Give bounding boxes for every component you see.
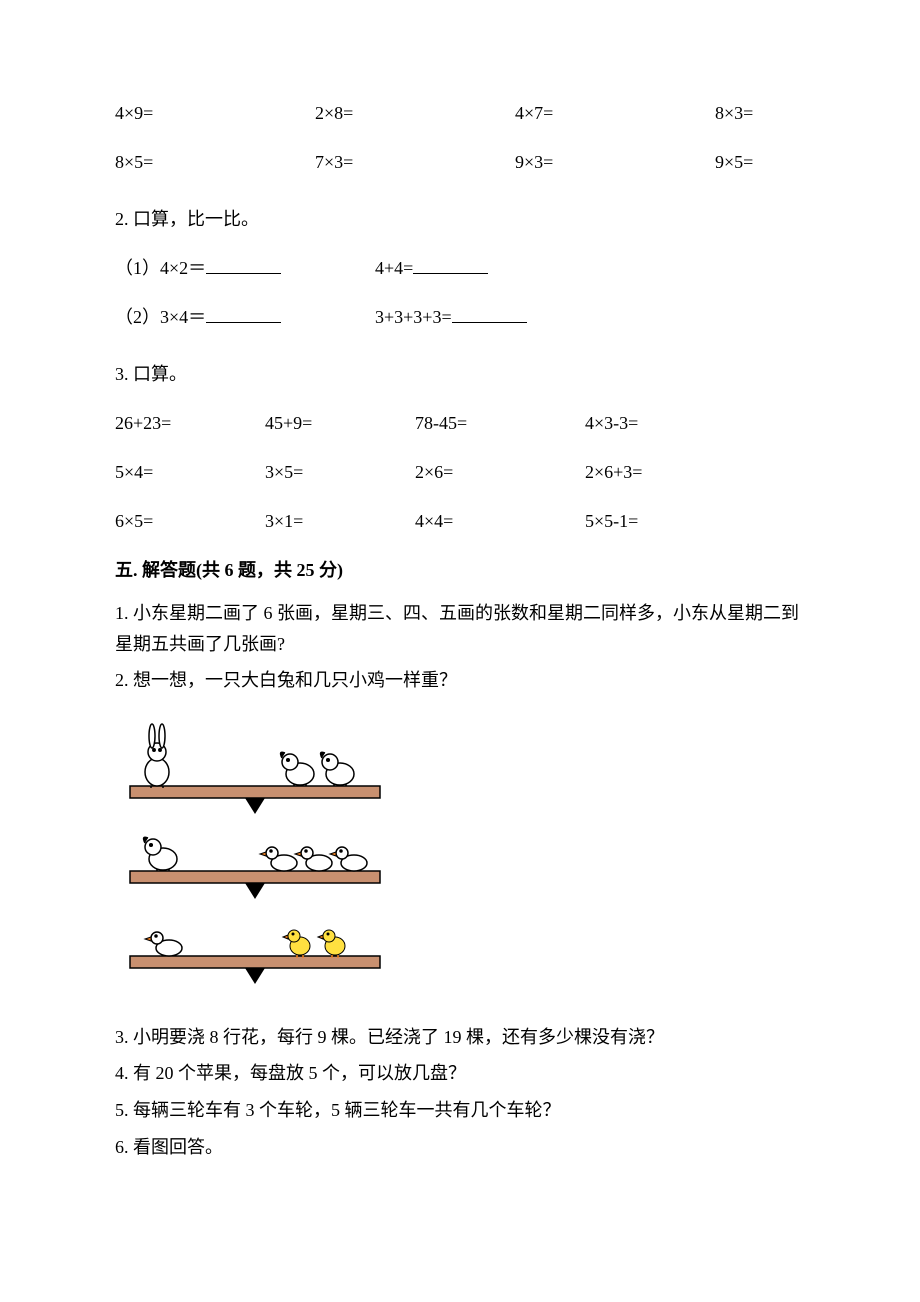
compare-right-text: 4+4= (375, 258, 413, 278)
mult-cell: 2×8= (315, 100, 515, 127)
section3-title: 3. 口算。 (115, 361, 810, 388)
mult-cell: 7×3= (315, 149, 515, 176)
calc-cell: 45+9= (265, 410, 415, 437)
calc-row: 6×5= 3×1= 4×4= 5×5-1= (115, 508, 810, 535)
mult-row-2: 8×5= 7×3= 9×3= 9×5= (115, 149, 810, 176)
calc-row: 5×4= 3×5= 2×6= 2×6+3= (115, 459, 810, 486)
blank-line (206, 305, 281, 323)
calc-cell: 3×1= (265, 508, 415, 535)
section5-heading: 五. 解答题(共 6 题，共 25 分) (115, 557, 810, 584)
mult-row-1: 4×9= 2×8= 4×7= 8×3= (115, 100, 810, 127)
calc-cell: 6×5= (115, 508, 265, 535)
chick-icon (283, 930, 310, 958)
calc-cell: 5×4= (115, 459, 265, 486)
calc-cell: 4×4= (415, 508, 585, 535)
mult-cell: 8×3= (715, 100, 810, 127)
calc-row: 26+23= 45+9= 78-45= 4×3-3= (115, 410, 810, 437)
dog-icon (281, 752, 314, 786)
compare-left-text: （1）4×2＝ (115, 258, 206, 278)
mult-cell: 9×5= (715, 149, 810, 176)
calc-cell: 78-45= (415, 410, 585, 437)
duck-icon (330, 847, 367, 871)
question-2: 2. 想一想，一只大白兔和几只小鸡一样重？ (115, 665, 810, 696)
balance-scales-figure (115, 714, 395, 984)
blank-line (206, 256, 281, 274)
calc-cell: 3×5= (265, 459, 415, 486)
duck-icon (295, 847, 332, 871)
mult-cell: 8×5= (115, 149, 315, 176)
compare-row-2: （2）3×4＝ 3+3+3+3= (115, 304, 810, 331)
seesaw-3 (130, 930, 380, 984)
question-4: 4. 有 20 个苹果，每盘放 5 个，可以放几盘？ (115, 1058, 810, 1089)
calc-cell: 4×3-3= (585, 410, 810, 437)
mult-cell: 9×3= (515, 149, 715, 176)
seesaw-1 (130, 724, 380, 814)
calc-cell: 2×6= (415, 459, 585, 486)
calc-cell: 26+23= (115, 410, 265, 437)
dog-icon (321, 752, 354, 786)
blank-line (452, 305, 527, 323)
calc-cell: 2×6+3= (585, 459, 810, 486)
seesaw-2 (130, 837, 380, 899)
calc-cell: 5×5-1= (585, 508, 810, 535)
blank-line (413, 256, 488, 274)
duck-icon (260, 847, 297, 871)
question-1: 1. 小东星期二画了 6 张画，星期三、四、五画的张数和星期二同样多，小东从星期… (115, 598, 810, 659)
compare-row-1: （1）4×2＝ 4+4= (115, 255, 810, 282)
question-5: 5. 每辆三轮车有 3 个车轮，5 辆三轮车一共有几个车轮？ (115, 1095, 810, 1126)
dog-icon (144, 837, 177, 871)
chick-icon (318, 930, 345, 958)
compare-left-text: （2）3×4＝ (115, 307, 206, 327)
compare-right-text: 3+3+3+3= (375, 307, 452, 327)
mult-cell: 4×7= (515, 100, 715, 127)
rabbit-icon (145, 724, 169, 788)
section2-title: 2. 口算，比一比。 (115, 206, 810, 233)
question-3: 3. 小明要浇 8 行花，每行 9 棵。已经浇了 19 棵，还有多少棵没有浇？ (115, 1022, 810, 1053)
question-6: 6. 看图回答。 (115, 1132, 810, 1163)
mult-cell: 4×9= (115, 100, 315, 127)
duck-icon (145, 932, 182, 956)
